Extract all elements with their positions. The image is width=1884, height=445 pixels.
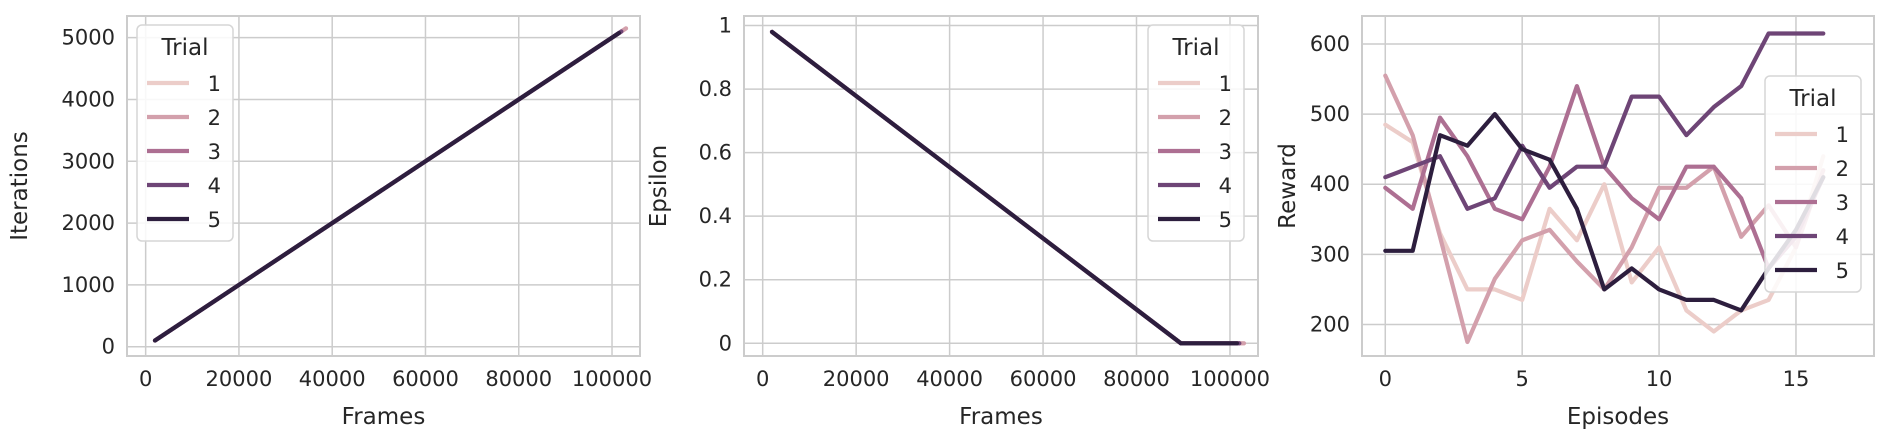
legend: Trial 1 2 3 4 5 <box>136 24 234 242</box>
y-tick-label: 0 <box>102 335 115 359</box>
y-tick-label: 400 <box>1310 172 1350 196</box>
y-tick-label: 300 <box>1310 242 1350 266</box>
series-line-trial-5 <box>152 30 622 343</box>
y-tick-label: 2000 <box>62 211 115 235</box>
x-tick-label: 100000 <box>572 367 652 391</box>
x-tick-label: 80000 <box>485 367 552 391</box>
y-tick-label: 1 <box>719 14 732 38</box>
series-line-trial-4 <box>1383 31 1826 211</box>
legend-title: Trial <box>1172 35 1220 61</box>
x-tick-label: 5 <box>1515 367 1528 391</box>
legend-label-trial-3: 3 <box>208 140 221 164</box>
y-tick-label: 0.6 <box>699 141 732 165</box>
x-tick-label: 60000 <box>1010 367 1077 391</box>
y-axis-label: Iterations <box>7 131 33 241</box>
x-tick-label: 20000 <box>206 367 273 391</box>
legend-label-trial-3: 3 <box>1836 191 1849 215</box>
y-tick-label: 0.8 <box>699 77 732 101</box>
x-tick-label: 10 <box>1646 367 1673 391</box>
legend-label-trial-3: 3 <box>1219 140 1232 164</box>
x-tick-label: 40000 <box>916 367 983 391</box>
y-tick-label: 0.2 <box>699 268 732 292</box>
axes-frame <box>1361 15 1875 357</box>
y-tick-label: 5000 <box>62 26 115 50</box>
legend-label-trial-2: 2 <box>1219 106 1232 130</box>
legend: Trial 1 2 3 4 5 <box>1764 75 1862 293</box>
x-tick-label: 100000 <box>1190 367 1270 391</box>
y-tick-label: 4000 <box>62 87 115 111</box>
chart-panel-2: 0 20000 40000 60000 80000 100000 0 0.2 0.4 0.6 0.8… <box>646 14 1270 430</box>
x-tick-label: 40000 <box>299 367 366 391</box>
chart-panel-3: 0 5 10 15200300400500600EpisodesRewardTrial… <box>1275 15 1875 430</box>
legend-label-trial-2: 2 <box>1836 157 1849 181</box>
legend-label-trial-1: 1 <box>208 72 221 96</box>
axes-frame <box>743 15 1259 357</box>
x-tick-label: 0 <box>1379 367 1392 391</box>
legend-label-trial-4: 4 <box>1836 225 1849 249</box>
legend: Trial 1 2 3 4 5 <box>1147 24 1245 242</box>
x-tick-label: 60000 <box>392 367 459 391</box>
legend-label-trial-5: 5 <box>1219 208 1232 232</box>
series-line-trial-5 <box>769 29 1240 346</box>
y-tick-label: 500 <box>1310 102 1350 126</box>
y-tick-label: 3000 <box>62 149 115 173</box>
y-axis-label: Reward <box>1275 143 1301 229</box>
x-axis-label: Frames <box>959 404 1043 430</box>
y-tick-label: 0 <box>719 331 732 355</box>
series-line-trial-5 <box>1383 112 1826 313</box>
y-axis-label: Epsilon <box>646 145 672 228</box>
x-tick-label: 15 <box>1783 367 1810 391</box>
chart-panel-1: 0 20000 40000 60000 80000 100000 0 1000 2000 3000… <box>7 15 652 430</box>
legend-label-trial-5: 5 <box>1836 259 1849 283</box>
x-tick-label: 0 <box>756 367 769 391</box>
legend-label-trial-2: 2 <box>208 106 221 130</box>
legend-label-trial-1: 1 <box>1836 123 1849 147</box>
x-tick-label: 80000 <box>1103 367 1170 391</box>
x-axis-label: Episodes <box>1567 404 1669 430</box>
legend-label-trial-1: 1 <box>1219 72 1232 96</box>
y-tick-label: 1000 <box>62 273 115 297</box>
x-tick-label: 0 <box>139 367 152 391</box>
axes-frame <box>126 15 641 357</box>
x-tick-label: 20000 <box>823 367 890 391</box>
y-tick-label: 0.4 <box>699 204 732 228</box>
series-line-trial-1 <box>1383 122 1826 334</box>
legend-label-trial-4: 4 <box>1219 174 1232 198</box>
legend-title: Trial <box>1789 86 1837 112</box>
y-tick-label: 600 <box>1310 32 1350 56</box>
legend-title: Trial <box>161 35 209 61</box>
y-tick-label: 200 <box>1310 312 1350 336</box>
legend-label-trial-4: 4 <box>208 174 221 198</box>
x-axis-label: Frames <box>342 404 426 430</box>
legend-label-trial-5: 5 <box>208 208 221 232</box>
